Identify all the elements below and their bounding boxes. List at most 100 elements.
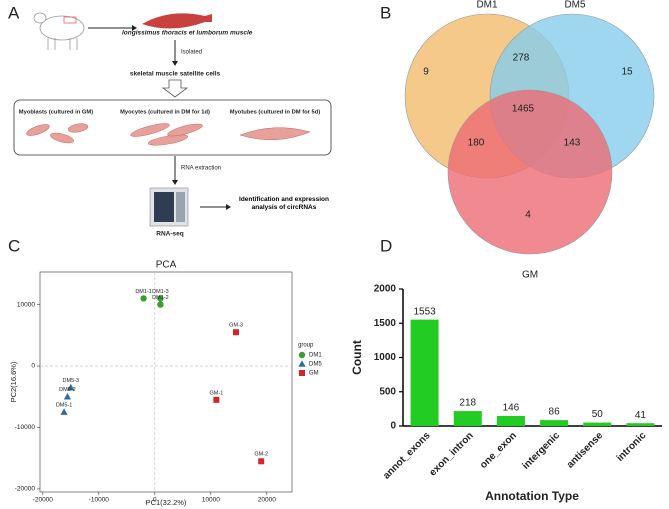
point [157, 301, 164, 308]
region-count: 278 [513, 53, 530, 64]
point-label: DM1-3 [152, 289, 169, 295]
venn-set [447, 89, 613, 255]
y-axis-label: Count [350, 340, 364, 375]
step-label: Isolated [181, 50, 202, 56]
arrow-head [226, 204, 231, 210]
region-count: 4 [525, 210, 531, 221]
legend-title: group [298, 343, 314, 349]
point [298, 360, 306, 367]
region-count: 180 [468, 138, 485, 149]
bar [626, 423, 655, 426]
point [299, 370, 305, 376]
chart-title: PCA [156, 260, 177, 271]
value-label: 146 [503, 403, 520, 414]
point [298, 351, 306, 359]
x-tick-label: 0 [153, 497, 157, 504]
step-label: RNA extraction [181, 166, 221, 172]
set-label: DM1 [476, 0, 498, 11]
panel-label: A [8, 3, 20, 22]
x-tick-label: intronic [615, 430, 649, 464]
x-tick-label: -10000 [89, 497, 110, 504]
panel-label: D [380, 236, 392, 255]
stage-box [13, 99, 332, 156]
point [213, 396, 220, 403]
x-tick-label: exon_intron [427, 430, 475, 478]
x-tick-label: antisense [565, 430, 606, 471]
y-tick-label: -20000 [15, 486, 36, 493]
value-label: 41 [635, 410, 647, 421]
x-tick-label: intergenic [520, 430, 562, 472]
stage-label: Myoblasts (cultured in GM) [19, 110, 93, 116]
instrument-label: RNA-seq [156, 231, 183, 238]
x-tick-label: -20000 [33, 497, 54, 504]
set-label: GM [522, 270, 538, 281]
x-tick-label: 20000 [258, 497, 276, 504]
muscle-label: longissimus thoracis et lumborum muscle [122, 30, 253, 37]
y-tick-label: 1500 [374, 318, 397, 329]
open-arrow [161, 79, 189, 98]
point [140, 295, 147, 302]
x-tick-label: 10000 [202, 497, 220, 504]
point-label: DM5-3 [63, 378, 80, 384]
plot-area [39, 271, 293, 493]
x-tick-label: annot_exons [381, 430, 433, 482]
result-label: Identification and expression analysis o… [239, 196, 329, 211]
sheep-icon [33, 12, 85, 50]
stage-label: Myotubes (cultured in DM for 5d) [230, 110, 321, 116]
point [258, 458, 265, 465]
y-axis-label: PC2(16.6%) [9, 361, 18, 402]
legend-label: DM5 [309, 362, 322, 368]
stage-label: Myocytes (cultured in DM for 1d) [120, 110, 210, 116]
point [60, 408, 68, 415]
value-label: 86 [549, 407, 561, 418]
y-tick-label: 500 [379, 386, 396, 397]
y-tick-label: 0 [390, 421, 396, 432]
value-label: 1553 [413, 306, 436, 317]
cells-label: skeletal muscle satellite cells [130, 71, 221, 78]
panel-label: B [380, 3, 391, 22]
muscle-icon [142, 13, 212, 29]
sequencer-icon [149, 187, 189, 227]
region-count: 9 [423, 67, 429, 78]
point [63, 392, 72, 400]
cell-icons [26, 123, 311, 146]
value-label: 50 [592, 409, 604, 420]
bar [583, 422, 612, 426]
bar [410, 319, 439, 426]
arrow-head [172, 61, 178, 66]
point-label: GM-3 [229, 323, 243, 329]
legend-label: GM [309, 371, 319, 377]
point-label: DM1-2 [152, 295, 169, 301]
legend-label: DM1 [309, 353, 322, 359]
point-label: DM1-1 [135, 289, 152, 295]
y-tick-label: 0 [31, 363, 35, 370]
y-tick-label: -10000 [15, 424, 36, 431]
result-box: Identification and expression analysis o… [239, 196, 329, 211]
bar [540, 420, 569, 426]
region-count: 15 [621, 67, 633, 78]
region-count: 1465 [512, 104, 535, 115]
point [233, 329, 239, 336]
arrow-head [132, 25, 137, 31]
arrow-head [172, 180, 178, 185]
point [157, 295, 164, 302]
y-tick-label: 2000 [374, 284, 397, 295]
set-label: DM5 [564, 0, 586, 11]
point-label: DM5-1 [56, 403, 73, 409]
region-count: 143 [564, 138, 581, 149]
y-tick-label: 10000 [17, 301, 35, 308]
bar [496, 415, 525, 426]
x-tick-label: one_exon [478, 430, 519, 471]
panel-a: A longissimus thoracis et lumborum muscl… [8, 3, 332, 238]
point-label: GM-1 [210, 390, 224, 396]
point-label: GM-2 [254, 452, 268, 458]
panel-label: C [8, 236, 20, 255]
value-label: 218 [459, 398, 476, 409]
point [67, 383, 75, 391]
x-axis-label: Annotation Type [485, 489, 579, 503]
x-axis-label: PC1(32.2%) [146, 498, 187, 507]
y-tick-label: 1000 [374, 352, 397, 363]
point-label: DM5-2 [59, 387, 76, 393]
bar [453, 411, 482, 426]
